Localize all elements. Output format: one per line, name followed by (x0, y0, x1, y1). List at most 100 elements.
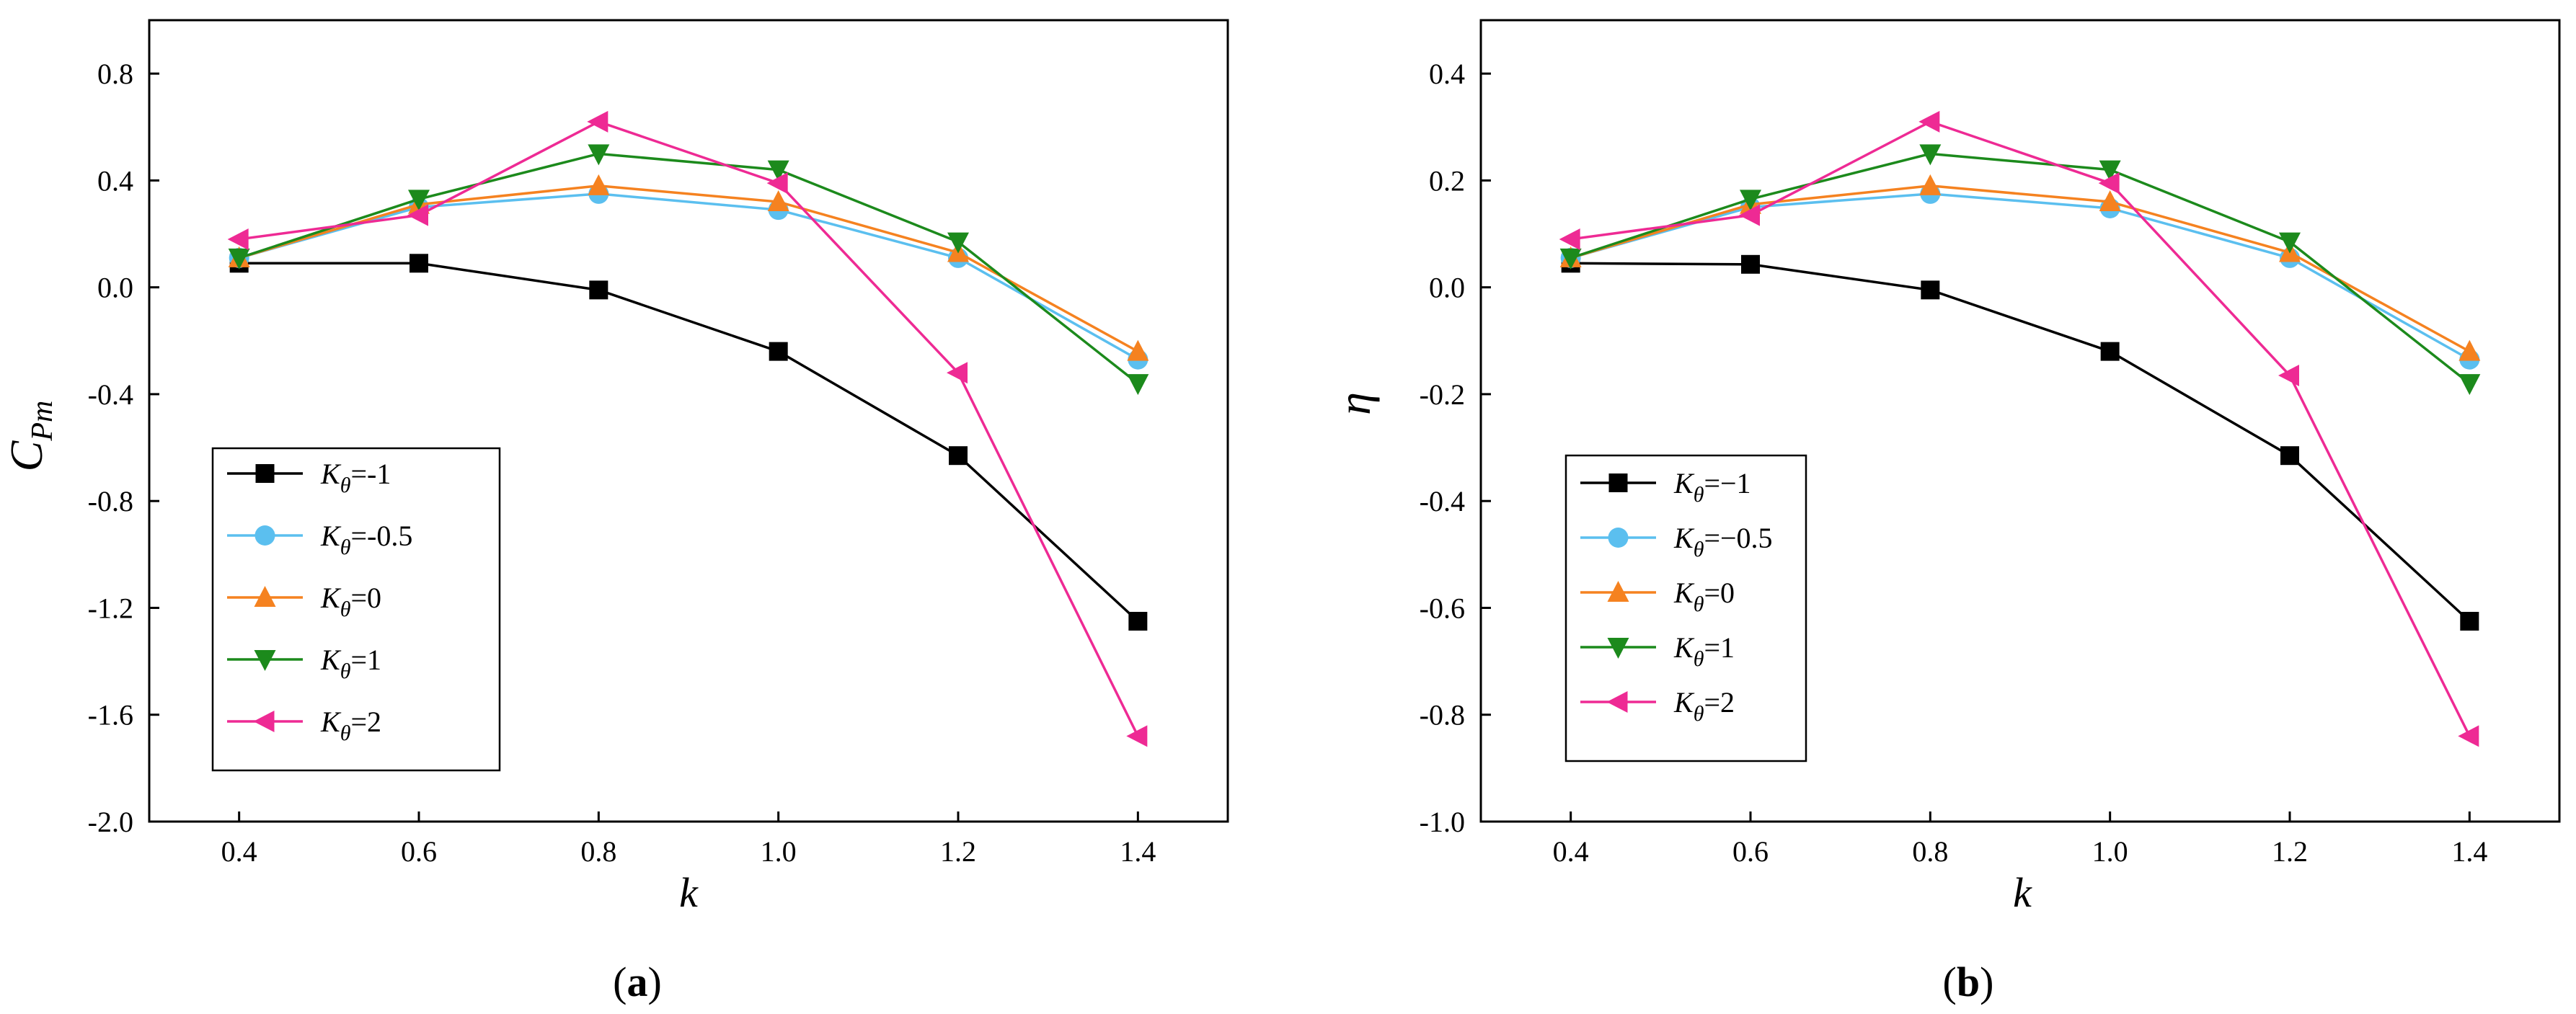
data-point (410, 254, 428, 273)
y-tick-label: -0.6 (1420, 592, 1465, 624)
series-line (1570, 184, 2471, 353)
legend-box (211, 447, 501, 772)
y-tick-label: -1.6 (88, 699, 133, 731)
data-point (1921, 280, 1940, 300)
data-point (2099, 160, 2121, 182)
data-point (2278, 364, 2299, 386)
data-point (767, 190, 789, 212)
data-point (253, 711, 275, 732)
y-tick-label: -0.8 (88, 485, 133, 517)
legend-entry: Kθ=-0.5 (320, 520, 412, 559)
data-point (1608, 473, 1628, 492)
data-point (1607, 581, 1629, 602)
series-line (1570, 192, 2471, 361)
data-point (254, 525, 275, 546)
y-axis-title: η (1329, 392, 1380, 415)
data-point (1126, 725, 1148, 747)
series-line (239, 262, 1139, 623)
y-tick-label: -1.0 (1420, 806, 1465, 838)
y-tick-label: -0.2 (1420, 378, 1465, 411)
data-point (769, 342, 788, 361)
x-tick-label: 0.4 (221, 835, 257, 868)
y-tick-label: 0.0 (1429, 272, 1465, 304)
data-point (2458, 374, 2481, 396)
x-axis-title: k (2013, 869, 2032, 916)
data-point (589, 280, 608, 300)
data-point (254, 586, 276, 607)
data-point (408, 190, 430, 211)
data-point (587, 110, 608, 133)
data-point (2099, 190, 2121, 212)
data-point (255, 464, 275, 483)
y-tick-label: -2.0 (88, 806, 133, 838)
y-tick-label: 0.4 (97, 164, 133, 197)
y-tick-label: -0.4 (88, 378, 133, 411)
x-axis-title: k (679, 869, 699, 916)
legend-entry: Kθ=2 (1673, 686, 1735, 726)
y-tick-label: -0.4 (1420, 485, 1465, 517)
x-tick-label: 1.4 (2451, 835, 2487, 868)
legend-entry: Kθ=1 (1673, 631, 1735, 671)
data-point (407, 204, 428, 226)
chart-panel-b: 0.4 0.6 0.8 1.0 1.2 1.4 -1.0 -0.8 -0.6 -0.4 -0.2 0.… (1329, 19, 2561, 1005)
y-tick-label: 0.2 (1429, 164, 1465, 197)
legend-entry: Kθ=0 (320, 582, 381, 621)
x-tick-label: 1.4 (1120, 835, 1156, 868)
data-point (1559, 228, 1580, 250)
panel-label: (b) (1943, 959, 1994, 1005)
data-point (767, 160, 789, 182)
data-point (2460, 612, 2479, 631)
x-tick-label: 0.8 (580, 835, 616, 868)
series-line (239, 184, 1139, 353)
data-point (947, 362, 968, 384)
panel-label: (a) (613, 959, 662, 1005)
chart-panel-a: 0.4 0.6 0.8 1.0 1.2 1.4 -2.0 -1.6 -1.2 -0.8 -0.4 0.… (1, 19, 1229, 1005)
y-tick-label: 0.4 (1429, 58, 1465, 90)
legend-entry: Kθ=-1 (320, 458, 391, 497)
data-point (1918, 110, 1940, 133)
series-line (239, 192, 1139, 361)
data-point (1919, 144, 1942, 166)
x-tick-label: 0.4 (1553, 835, 1589, 868)
x-tick-label: 0.6 (401, 835, 437, 868)
x-tick-label: 1.0 (761, 835, 797, 868)
y-tick-label: 0.8 (97, 58, 133, 90)
series-line (1570, 262, 2471, 623)
data-point (228, 248, 250, 270)
data-point (947, 232, 969, 254)
series-line (239, 152, 1139, 385)
data-point (1739, 204, 1760, 226)
data-point (1607, 638, 1629, 659)
data-point (254, 650, 276, 671)
data-point (949, 446, 968, 466)
plot-frame (1479, 19, 2561, 823)
y-tick-label: 0.0 (97, 272, 133, 304)
legend-box (1564, 454, 1807, 762)
y-tick-label: -0.8 (1420, 699, 1465, 731)
x-tick-label: 1.2 (2272, 835, 2308, 868)
legend-entry: Kθ=1 (320, 644, 381, 683)
legend-entry: Kθ=0 (1673, 577, 1735, 616)
data-point (227, 228, 249, 250)
y-tick-label: -1.2 (88, 592, 133, 624)
series-line (1570, 120, 2471, 737)
data-point (2458, 339, 2481, 361)
data-point (2279, 232, 2301, 254)
data-point (588, 144, 610, 166)
x-tick-label: 0.8 (1912, 835, 1948, 868)
data-point (1559, 248, 1582, 270)
x-tick-label: 1.0 (2092, 835, 2128, 868)
plot-frame (148, 19, 1229, 823)
data-point (1128, 612, 1148, 631)
data-point (1127, 374, 1149, 396)
data-point (2098, 172, 2120, 195)
data-point (766, 172, 788, 195)
data-point (1919, 174, 1942, 195)
data-point (2458, 725, 2479, 747)
x-tick-label: 1.2 (940, 835, 976, 868)
legend-entry: Kθ=−0.5 (1673, 522, 1773, 561)
data-point (1127, 339, 1149, 361)
data-point (1608, 528, 1629, 548)
series-line (239, 120, 1139, 737)
